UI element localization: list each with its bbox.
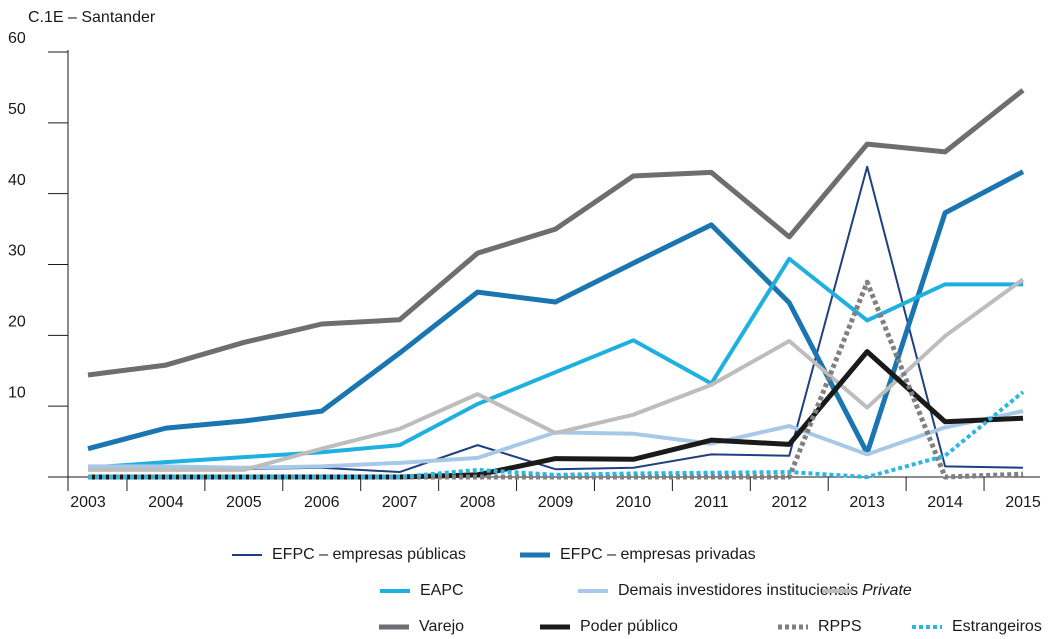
x-tick-label: 2015 [1005,494,1041,511]
x-tick-label: 2004 [148,494,184,511]
x-tick-label: 2013 [849,494,885,511]
legend-label: Demais investidores institucionais [618,582,858,599]
x-tick-label: 2007 [382,494,418,511]
x-tick-label: 2012 [771,494,807,511]
legend-label: EAPC [420,582,464,599]
legend-label: Varejo [419,618,464,635]
x-tick-label: 2010 [616,494,652,511]
y-tick-label: 40 [8,172,26,189]
y-tick-label: 60 [8,30,26,47]
x-tick-label: 2014 [927,494,963,511]
legend-label: EFPC – empresas públicas [272,546,466,563]
series-line [88,277,1025,472]
x-tick-label: 2008 [460,494,496,511]
legend-label: Estrangeiros [952,618,1042,635]
y-tick-label: 20 [8,314,26,331]
x-tick-label: 2009 [538,494,574,511]
y-tick-label: 30 [8,243,26,260]
x-tick-label: 2003 [70,494,106,511]
legend-label: EFPC – empresas privadas [560,546,756,563]
series-line [87,88,1025,378]
legend-label: RPPS [818,618,862,635]
legend-label: Poder público [580,618,678,635]
chart-title: C.1E – Santander [28,9,156,26]
y-tick-label: 10 [8,384,26,401]
series-line [88,390,1025,479]
y-tick-label: 50 [8,101,26,118]
series-line [87,256,1023,470]
legend-label: Private [862,582,912,599]
x-tick-label: 2011 [694,494,729,511]
series-line [87,165,1024,474]
x-tick-label: 2006 [304,494,340,511]
x-tick-label: 2005 [226,494,262,511]
